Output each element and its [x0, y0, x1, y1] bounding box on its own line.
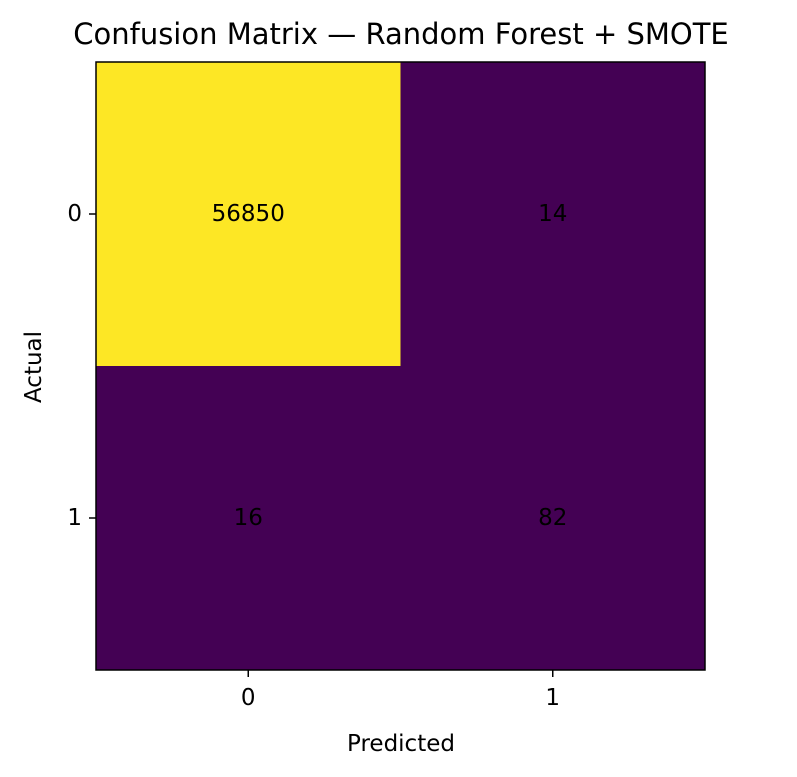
y-axis-ticks: 01	[67, 201, 96, 531]
cell-value-1-1: 82	[538, 505, 567, 531]
y-tick-label-1: 1	[67, 505, 82, 531]
cell-value-labels: 56850 14 16 82	[212, 201, 568, 531]
heatmap-cell-1-1	[400, 366, 706, 671]
heatmap-cell-1-0	[96, 366, 401, 671]
x-tick-label-1: 1	[545, 685, 560, 711]
heatmap-cell-0-1	[400, 62, 706, 367]
plot-frame	[95, 61, 706, 671]
y-axis-label: Actual	[21, 331, 47, 403]
cell-value-0-0: 56850	[212, 201, 285, 227]
x-tick-label-0: 0	[241, 685, 256, 711]
cell-value-1-0: 16	[234, 505, 263, 531]
heatmap-cell-0-0	[96, 62, 401, 367]
x-axis-label: Predicted	[347, 731, 455, 757]
heatmap-cells	[96, 62, 706, 671]
y-tick-label-0: 0	[67, 201, 82, 227]
cell-value-0-1: 14	[538, 201, 567, 227]
chart-title: Confusion Matrix — Random Forest + SMOTE	[73, 17, 729, 51]
